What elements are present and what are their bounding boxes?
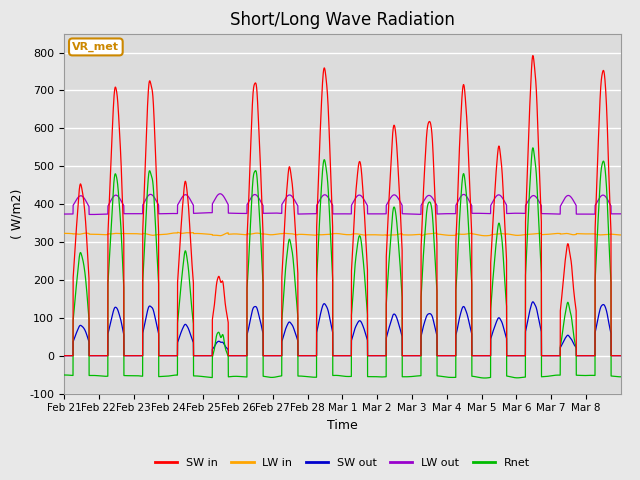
LW in: [482, 233, 490, 239]
SW in: [338, 353, 346, 359]
LW in: [60, 230, 68, 236]
LW out: [267, 210, 275, 216]
Line: SW out: SW out: [64, 302, 621, 356]
LW out: [88, 212, 96, 217]
Rnet: [283, 255, 291, 261]
Rnet: [481, 375, 488, 381]
SW in: [60, 353, 68, 359]
SW in: [266, 353, 274, 359]
LW out: [216, 191, 224, 197]
Title: Short/Long Wave Radiation: Short/Long Wave Radiation: [230, 11, 455, 29]
Rnet: [266, 374, 274, 380]
Rnet: [380, 374, 387, 380]
LW in: [380, 232, 387, 238]
SW in: [332, 353, 340, 359]
SW in: [529, 53, 537, 59]
Rnet: [338, 373, 346, 379]
LW in: [338, 231, 346, 237]
Legend: SW in, LW in, SW out, LW out, Rnet: SW in, LW in, SW out, LW out, Rnet: [150, 453, 534, 472]
SW out: [283, 324, 291, 329]
LW in: [173, 229, 181, 235]
Rnet: [332, 372, 340, 378]
LW in: [617, 232, 625, 238]
SW in: [283, 189, 291, 195]
LW out: [617, 211, 625, 217]
Line: LW out: LW out: [64, 194, 621, 215]
LW out: [283, 193, 291, 199]
LW out: [339, 211, 346, 216]
LW out: [332, 211, 340, 217]
Text: VR_met: VR_met: [72, 42, 119, 52]
SW in: [380, 353, 387, 359]
Rnet: [529, 145, 537, 151]
LW in: [266, 232, 274, 238]
Rnet: [617, 374, 625, 380]
SW out: [529, 299, 537, 305]
Rnet: [536, 241, 544, 247]
Line: Rnet: Rnet: [64, 148, 621, 378]
Line: LW in: LW in: [64, 232, 621, 236]
SW out: [617, 353, 625, 359]
SW out: [266, 353, 274, 359]
SW out: [338, 353, 346, 359]
SW in: [536, 176, 543, 182]
SW out: [60, 353, 68, 359]
Y-axis label: ( W/m2): ( W/m2): [11, 189, 24, 239]
SW out: [332, 353, 340, 359]
LW in: [332, 231, 340, 237]
Rnet: [60, 372, 68, 378]
LW in: [536, 230, 544, 236]
X-axis label: Time: Time: [327, 419, 358, 432]
Line: SW in: SW in: [64, 56, 621, 356]
SW out: [536, 321, 543, 327]
LW out: [380, 211, 387, 217]
LW out: [60, 211, 68, 217]
SW in: [617, 353, 625, 359]
LW in: [283, 231, 291, 237]
SW out: [380, 353, 387, 359]
LW out: [536, 200, 544, 206]
